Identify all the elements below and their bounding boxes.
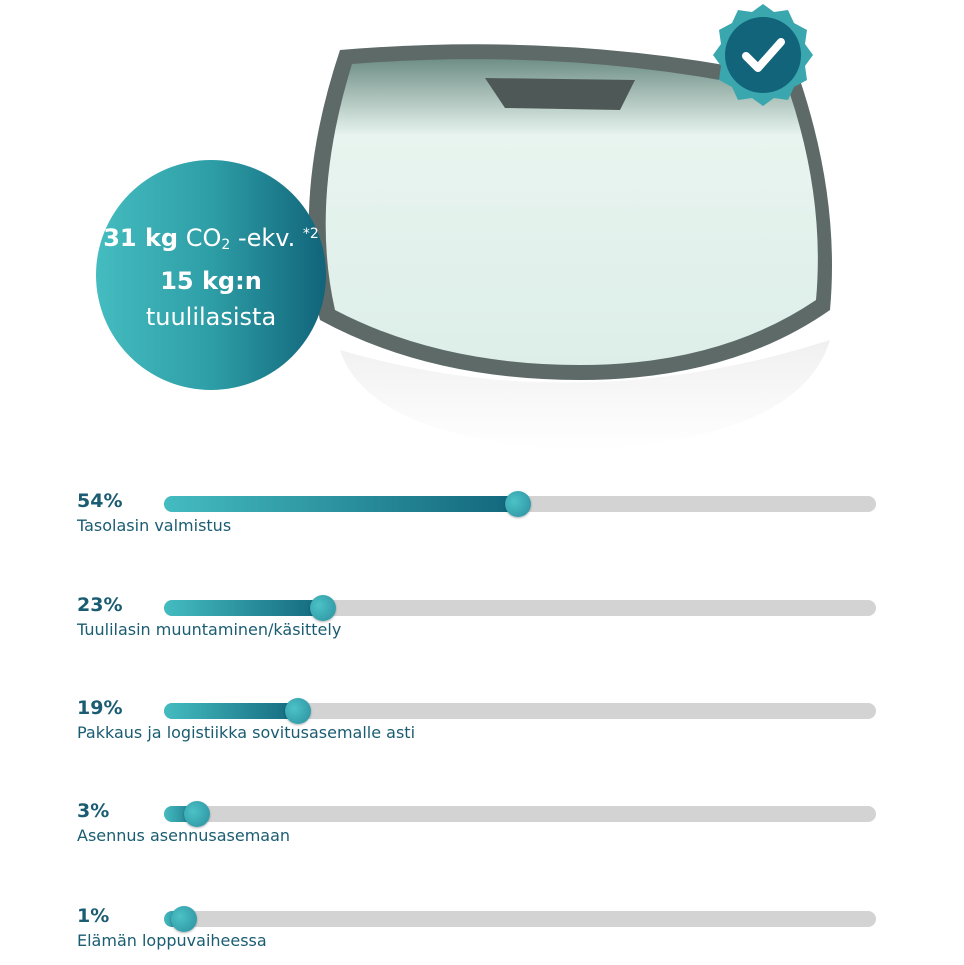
- co2-amount-line: 31 kg CO2 -ekv. *2: [96, 216, 326, 263]
- bar-row: 23% Tuulilasin muuntaminen/käsittely: [0, 594, 964, 654]
- bar-label: Tasolasin valmistus: [77, 516, 232, 535]
- bar-knob: [171, 906, 198, 932]
- windshield-image: [308, 44, 832, 450]
- co2-badge: 31 kg CO2 -ekv. *2 15 kg:n tuulilasista: [96, 160, 326, 390]
- footnote-marker: *2: [302, 225, 319, 242]
- bar-label: Asennus asennusasemaan: [77, 826, 291, 845]
- bar-knob: [284, 698, 311, 724]
- bar-track: [164, 698, 876, 724]
- bar-label: Elämän loppuvaiheessa: [77, 931, 267, 950]
- bar-row: 19% Pakkaus ja logistiikka sovitusasemal…: [0, 697, 964, 757]
- bar-track: [164, 595, 876, 621]
- bar-label: Pakkaus ja logistiikka sovitusasemalle a…: [77, 723, 416, 742]
- weight-value: 15 kg:n: [160, 266, 262, 295]
- bar-label: Tuulilasin muuntaminen/käsittely: [77, 620, 342, 639]
- check-badge-icon: [713, 4, 813, 106]
- bar-percent: 54%: [77, 490, 123, 512]
- bar-percent: 23%: [77, 594, 123, 616]
- bar-row: 54% Tasolasin valmistus: [0, 490, 964, 550]
- bar-knob: [183, 801, 210, 827]
- bar-knob: [505, 491, 532, 517]
- bar-row: 1% Elämän loppuvaiheessa: [0, 905, 964, 965]
- bar-fill: [164, 703, 306, 719]
- bar-row: 3% Asennus asennusasemaan: [0, 800, 964, 860]
- object-label: tuulilasista: [145, 302, 277, 331]
- co2-amount: 31 kg: [103, 223, 179, 252]
- bar-fill: [164, 600, 331, 616]
- bar-track: [164, 906, 876, 932]
- bar-track: [164, 801, 876, 827]
- bar-percent: 19%: [77, 697, 123, 719]
- co2-suffix: -ekv.: [230, 223, 303, 252]
- bar-percent: 1%: [77, 905, 110, 927]
- bar-fill: [164, 496, 527, 512]
- co2-unit: CO: [185, 223, 222, 252]
- bar-track: [164, 491, 876, 517]
- bar-knob: [309, 595, 336, 621]
- co2-subscript: 2: [221, 236, 231, 253]
- bar-percent: 3%: [77, 800, 110, 822]
